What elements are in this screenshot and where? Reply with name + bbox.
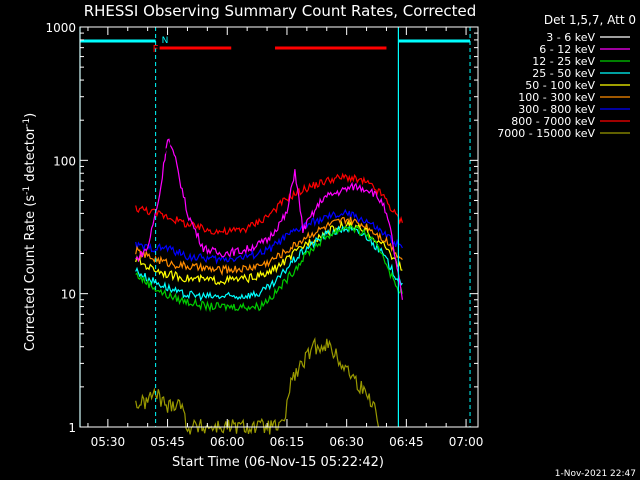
x-tick-label: 06:45 [389, 435, 424, 449]
x-tick-label: 06:30 [329, 435, 364, 449]
y-tick-label: 100 [53, 154, 76, 168]
x-tick-label: 05:45 [150, 435, 185, 449]
y-axis-label-sup1: -1 [22, 186, 32, 195]
series-1 [135, 135, 415, 187]
y-tick-label: 1 [68, 421, 76, 435]
y-axis-label: Corrected Count Rate (s-1 detector-1) [22, 113, 38, 351]
plot-frame [79, 26, 479, 428]
legend-entry-label: 3 - 6 keV [546, 31, 595, 44]
x-axis: 05:30 05:45 06:00 06:15 06:30 06:45 07:00 [87, 27, 484, 449]
series-6 [135, 216, 403, 276]
series-7 [135, 208, 403, 265]
y-tick-label: 10 [61, 288, 76, 302]
legend-entry-label: 6 - 12 keV [539, 43, 595, 56]
marker-f: F [153, 44, 159, 55]
chart-title: RHESSI Observing Summary Count Rates, Co… [84, 2, 477, 20]
legend-entry-label: 100 - 300 keV [518, 91, 595, 104]
legend-title: Det 1,5,7, Att 0 [544, 13, 636, 27]
series-5 [135, 220, 403, 286]
y-axis-label-mid: detector [23, 126, 38, 186]
series-3 [135, 224, 403, 313]
marker-n: N [162, 36, 169, 46]
x-tick-label: 06:00 [210, 435, 245, 449]
legend-entry-label: 25 - 50 keV [532, 67, 595, 80]
y-axis-label-end: ) [23, 113, 38, 118]
series-2 [135, 138, 403, 300]
legend-entry-label: 50 - 100 keV [525, 79, 595, 92]
series-9 [135, 337, 380, 435]
legend-entry-label: 7000 - 15000 keV [497, 127, 595, 140]
legend-entry-label: 300 - 800 keV [518, 103, 595, 116]
plot-area: NF [79, 26, 479, 435]
y-axis: 1 10 100 1000 [45, 21, 478, 435]
y-axis-label-sup2: -1 [22, 118, 32, 127]
footer-date: 1-Nov-2021 22:47 [555, 469, 636, 479]
x-tick-label: 07:00 [449, 435, 484, 449]
series-4 [135, 225, 403, 302]
series-8 [135, 172, 403, 235]
legend-entry-label: 12 - 25 keV [532, 55, 595, 68]
legend-entry-label: 800 - 7000 keV [511, 115, 595, 128]
y-axis-label-main: Corrected Count Rate (s [23, 195, 38, 352]
y-tick-label: 1000 [45, 21, 76, 35]
x-tick-label: 06:15 [270, 435, 305, 449]
x-axis-label: Start Time (06-Nov-15 05:22:42) [172, 455, 384, 470]
x-tick-label: 05:30 [91, 435, 126, 449]
